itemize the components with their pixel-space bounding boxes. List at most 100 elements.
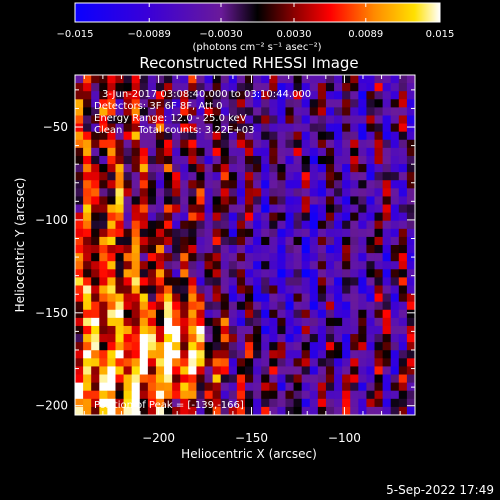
heatmap-cell (350, 75, 359, 84)
heatmap-cell (147, 261, 157, 270)
heatmap-cell (228, 188, 238, 197)
heatmap-cell (374, 334, 384, 343)
heatmap-cell (204, 123, 214, 133)
heatmap-cell (83, 390, 92, 400)
heatmap-cell (107, 366, 116, 375)
heatmap-cell (204, 309, 214, 319)
heatmap-cell (269, 245, 278, 254)
heatmap-cell (107, 406, 116, 415)
heatmap-cell (91, 261, 100, 270)
heatmap-cell (147, 180, 157, 189)
heatmap-cell (293, 83, 303, 92)
heatmap-cell (91, 236, 100, 246)
heatmap-cell (358, 342, 367, 351)
heatmap-cell (212, 196, 222, 205)
heatmap-cell (83, 293, 92, 303)
heatmap-cell (325, 196, 335, 205)
heatmap-cell (253, 115, 262, 124)
heatmap-cell (188, 325, 197, 335)
heatmap-cell (398, 196, 408, 205)
heatmap-cell (253, 342, 262, 351)
heatmap-cell (390, 277, 400, 286)
heatmap-cell (406, 212, 415, 222)
heatmap-cell (293, 75, 303, 84)
heatmap-cell (147, 334, 157, 343)
heatmap-cell (123, 228, 133, 238)
heatmap-cell (172, 164, 181, 173)
heatmap-cell (406, 406, 415, 415)
heatmap-cell (75, 212, 84, 222)
heatmap-cell (99, 342, 108, 351)
heatmap-cell (164, 164, 173, 173)
heatmap-cell (374, 261, 384, 270)
heatmap-cell (99, 155, 108, 165)
heatmap-cell (261, 172, 270, 181)
heatmap-cell (99, 350, 108, 359)
heatmap-cell (406, 342, 415, 351)
heatmap-cell (196, 334, 205, 343)
heatmap-cell (107, 204, 116, 214)
heatmap-cell (155, 350, 165, 359)
heatmap-cell (180, 172, 189, 181)
heatmap-cell (261, 350, 270, 359)
heatmap-cell (334, 212, 343, 222)
heatmap-cell (172, 139, 181, 149)
heatmap-cell (91, 83, 100, 92)
heatmap-cell (366, 309, 375, 319)
heatmap-cell (115, 358, 124, 367)
heatmap-cell (277, 147, 286, 157)
heatmap-cell (236, 220, 246, 230)
heatmap-cell (342, 115, 351, 124)
heatmap-cell (285, 188, 294, 197)
heatmap-cell (131, 115, 141, 124)
heatmap-cell (317, 204, 327, 214)
heatmap-cell (188, 406, 197, 415)
heatmap-cell (196, 236, 205, 246)
heatmap-cell (277, 358, 286, 367)
heatmap-cell (188, 172, 197, 181)
heatmap-cell (196, 317, 205, 327)
heatmap-cell (390, 285, 400, 294)
heatmap-cell (123, 91, 133, 100)
heatmap-cell (309, 285, 319, 294)
heatmap-cell (172, 220, 181, 230)
heatmap-cell (91, 123, 100, 133)
heatmap-cell (91, 366, 100, 375)
heatmap-cell (188, 204, 197, 214)
heatmap-cell (180, 180, 189, 189)
heatmap-cell (398, 342, 408, 351)
heatmap-cell (236, 131, 246, 141)
heatmap-cell (350, 139, 359, 149)
heatmap-cell (277, 253, 286, 262)
heatmap-cell (293, 236, 303, 246)
heatmap-cell (123, 115, 133, 124)
heatmap-cell (261, 99, 270, 108)
heatmap-cell (382, 236, 392, 246)
heatmap-cell (374, 374, 384, 384)
heatmap-cell (382, 107, 392, 116)
heatmap-cell (382, 285, 392, 294)
heatmap-cell (245, 131, 254, 141)
heatmap-cell (261, 261, 270, 270)
heatmap-cell (317, 309, 327, 319)
heatmap-cell (261, 374, 270, 384)
heatmap-cell (228, 131, 238, 141)
heatmap-cell (155, 139, 165, 149)
heatmap-cell (358, 155, 367, 165)
heatmap-cell (261, 220, 270, 230)
heatmap-cell (131, 155, 141, 165)
heatmap-cell (236, 406, 246, 415)
heatmap-cell (277, 269, 286, 278)
heatmap-cell (91, 220, 100, 230)
heatmap-cell (212, 99, 222, 108)
heatmap-cell (301, 139, 311, 149)
heatmap-cell (212, 269, 222, 278)
heatmap-cell (350, 164, 359, 173)
heatmap-cell (212, 83, 222, 92)
heatmap-cell (317, 107, 327, 116)
heatmap-cell (342, 253, 351, 262)
heatmap-cell (204, 139, 214, 149)
heatmap-cell (155, 253, 165, 262)
heatmap-cell (204, 212, 214, 222)
heatmap-cell (204, 317, 214, 327)
